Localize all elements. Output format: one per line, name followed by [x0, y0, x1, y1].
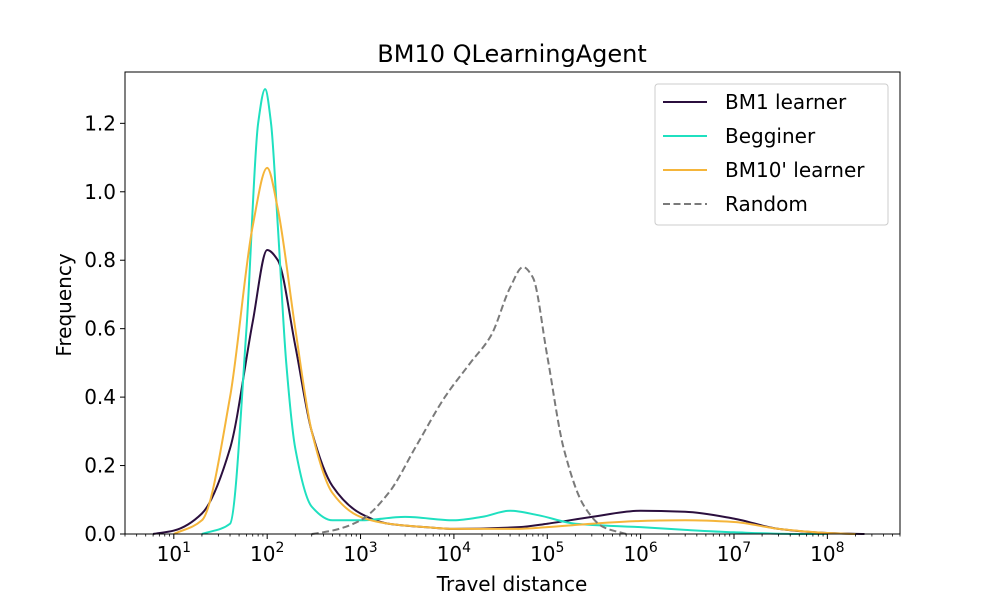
x-tick-exponent: 4	[462, 540, 471, 556]
x-tick-label: 103	[343, 540, 377, 566]
legend-label-2: BM10' learner	[725, 158, 865, 182]
legend-label-1: Begginer	[725, 124, 816, 148]
legend-label-3: Random	[725, 192, 808, 216]
x-tick-label: 107	[717, 540, 751, 566]
x-tick-base: 10	[343, 542, 368, 566]
y-tick-label: 1.0	[84, 180, 116, 204]
x-axis-label: Travel distance	[436, 572, 588, 596]
legend: BM1 learner Begginer BM10' learner Random	[654, 83, 889, 226]
x-tick-base: 10	[717, 542, 742, 566]
x-tick-label: 102	[250, 540, 284, 566]
x-tick-label: 104	[437, 540, 471, 566]
x-tick-exponent: 5	[556, 540, 565, 556]
legend-box	[654, 83, 889, 226]
chart-title: BM10 QLearningAgent	[377, 40, 646, 68]
series-line-2	[173, 166, 856, 535]
plot-area: 101 102 103 104 105 106 107 1080.00.20.40.60.81…	[84, 71, 901, 566]
x-tick-base: 10	[437, 542, 462, 566]
x-tick-base: 10	[250, 542, 275, 566]
x-tick-label: 105	[530, 540, 564, 566]
series-line-1	[201, 88, 828, 536]
x-tick-exponent: 8	[836, 540, 845, 556]
y-tick-label: 0.6	[84, 317, 116, 341]
x-tick-base: 10	[623, 542, 648, 566]
y-axis-label: Frequency	[52, 253, 76, 356]
y-tick-label: 0.2	[84, 454, 116, 478]
y-tick-label: 1.2	[84, 111, 116, 135]
x-tick-exponent: 6	[649, 540, 658, 556]
x-tick-exponent: 3	[369, 540, 378, 556]
x-tick-label: 108	[810, 540, 844, 566]
x-tick-exponent: 2	[275, 540, 284, 556]
x-tick-exponent: 1	[182, 540, 191, 556]
legend-label-0: BM1 learner	[725, 90, 847, 114]
y-tick-label: 0.8	[84, 248, 116, 272]
x-tick-base: 10	[157, 542, 182, 566]
x-tick-exponent: 7	[742, 540, 751, 556]
x-tick-base: 10	[810, 542, 835, 566]
x-tick-label: 106	[623, 540, 657, 566]
axes-frame	[124, 71, 901, 535]
y-tick-label: 0.4	[84, 385, 116, 409]
x-tick-label: 101	[157, 540, 191, 566]
y-tick-label: 0.0	[84, 522, 116, 546]
x-tick-base: 10	[530, 542, 555, 566]
